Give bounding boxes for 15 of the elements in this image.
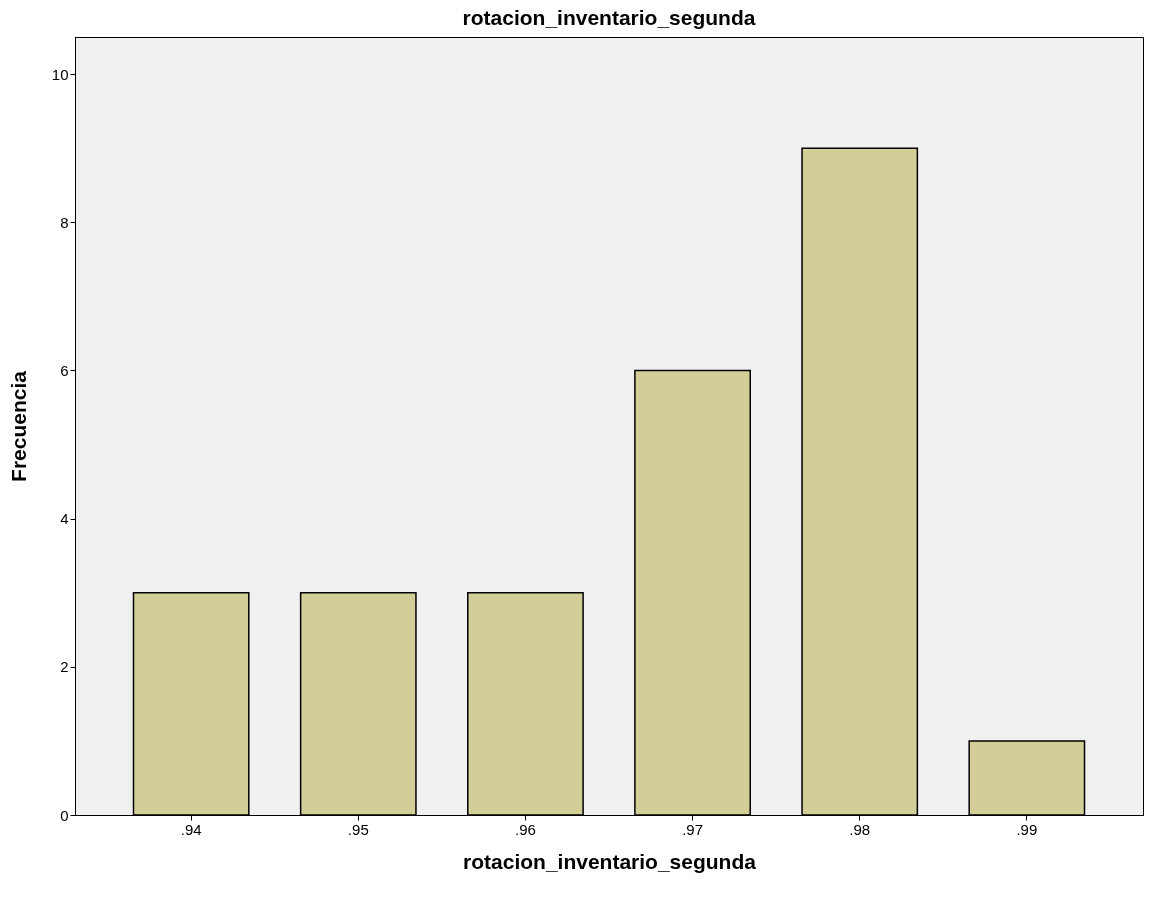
y-tick-label: 8 — [60, 213, 69, 231]
x-axis-title: rotacion_inventario_segunda — [463, 849, 757, 873]
y-tick-label: 10 — [51, 65, 69, 83]
x-tick-label: .96 — [515, 820, 536, 838]
chart-title: rotacion_inventario_segunda — [462, 6, 756, 29]
x-tick-label: .97 — [682, 820, 703, 838]
y-tick-label: 4 — [60, 510, 69, 528]
x-tick-label: .98 — [849, 820, 871, 838]
y-axis-title: Frecuencia — [6, 370, 30, 482]
y-tick-label: 2 — [60, 658, 69, 676]
x-tick-label: .99 — [1016, 820, 1038, 838]
y-tick-label: 0 — [60, 806, 69, 824]
x-tick-label: .94 — [180, 820, 202, 838]
x-tick-label: .95 — [347, 820, 369, 838]
y-tick-label: 6 — [60, 361, 69, 379]
